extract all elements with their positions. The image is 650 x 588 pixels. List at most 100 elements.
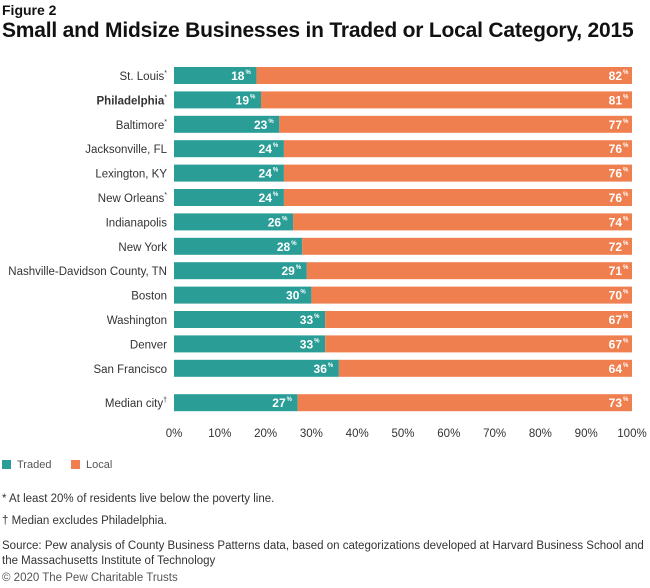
value-suffix-traded-indianapolis: % <box>282 216 288 222</box>
value-suffix-traded-denver: % <box>314 338 320 344</box>
bar-local-jacksonville-fl <box>283 140 632 158</box>
value-label-local-washington: 67 <box>609 313 623 327</box>
value-suffix-traded-new-york: % <box>291 241 297 247</box>
x-tick-label-6: 60% <box>437 428 460 440</box>
value-label-local-lexington-ky: 76 <box>609 167 623 181</box>
value-label-traded-boston: 30 <box>286 289 300 303</box>
value-suffix-local-philadelphia: % <box>623 94 629 100</box>
category-label-washington: Washington <box>107 315 167 327</box>
value-label-traded-washington: 33 <box>300 313 314 327</box>
category-label-lexington-ky: Lexington, KY <box>95 169 167 181</box>
chart-title: Small and Midsize Businesses in Traded o… <box>2 19 634 42</box>
value-label-traded-new-orleans: 24 <box>259 191 273 205</box>
value-suffix-traded-baltimore: % <box>268 119 274 125</box>
legend-label-traded: Traded <box>17 459 52 471</box>
footnote-median: † Median excludes Philadelphia. <box>2 515 167 527</box>
value-suffix-traded-boston: % <box>300 290 306 296</box>
value-label-traded-indianapolis: 26 <box>268 215 282 229</box>
legend-swatch-local <box>71 460 80 469</box>
value-suffix-local-median-city: % <box>623 397 629 403</box>
value-suffix-traded-lexington-ky: % <box>273 168 279 174</box>
bar-local-new-york <box>302 237 632 255</box>
bar-traded-new-orleans <box>174 189 284 206</box>
value-label-traded-st-louis: 18 <box>231 69 245 83</box>
value-suffix-traded-median-city: % <box>287 397 293 403</box>
value-suffix-local-lexington-ky: % <box>623 168 629 174</box>
bar-traded-median-city <box>174 394 298 412</box>
bar-traded-denver <box>174 335 326 353</box>
category-label-median-city: Median city† <box>105 397 167 410</box>
bar-traded-washington <box>174 311 326 328</box>
value-label-local-nashville-davidson-county-tn: 71 <box>609 264 623 278</box>
value-label-traded-median-city: 27 <box>272 396 286 410</box>
value-suffix-traded-philadelphia: % <box>250 94 256 100</box>
category-label-jacksonville-fl: Jacksonville, FL <box>85 144 167 156</box>
category-label-indianapolis: Indianapolis <box>106 217 168 229</box>
bar-traded-jacksonville-fl <box>174 140 284 158</box>
bar-traded-philadelphia <box>174 91 262 109</box>
x-tick-label-5: 50% <box>391 428 414 440</box>
value-suffix-local-new-york: % <box>623 241 629 247</box>
category-label-new-orleans: New Orleans* <box>98 192 167 205</box>
value-label-traded-jacksonville-fl: 24 <box>259 142 273 156</box>
value-label-traded-philadelphia: 19 <box>236 93 250 107</box>
value-suffix-local-boston: % <box>623 290 629 296</box>
bar-local-denver <box>325 335 632 353</box>
legend-item-local: Local <box>71 459 112 471</box>
bar-local-lexington-ky <box>283 164 632 182</box>
value-suffix-traded-nashville-davidson-county-tn: % <box>296 265 302 271</box>
value-suffix-local-denver: % <box>623 338 629 344</box>
value-suffix-traded-san-francisco: % <box>328 363 334 369</box>
value-label-local-denver: 67 <box>609 337 623 351</box>
category-label-st-louis: St. Louis* <box>120 70 168 83</box>
value-label-traded-nashville-davidson-county-tn: 29 <box>281 264 295 278</box>
x-tick-label-1: 10% <box>208 428 231 440</box>
value-label-local-philadelphia: 81 <box>609 93 623 107</box>
x-tick-label-4: 40% <box>346 428 369 440</box>
bar-local-washington <box>325 311 632 328</box>
bar-local-new-orleans <box>283 189 632 206</box>
value-label-local-baltimore: 77 <box>609 118 623 132</box>
value-suffix-local-st-louis: % <box>623 70 629 76</box>
category-label-nashville-davidson-county-tn: Nashville-Davidson County, TN <box>8 266 167 278</box>
value-suffix-local-new-orleans: % <box>623 192 629 198</box>
x-tick-label-10: 100% <box>617 428 646 440</box>
bar-local-philadelphia <box>261 91 632 109</box>
bar-traded-indianapolis <box>174 213 294 231</box>
value-suffix-local-indianapolis: % <box>623 216 629 222</box>
value-suffix-traded-jacksonville-fl: % <box>273 143 279 149</box>
legend-label-local: Local <box>86 459 113 471</box>
bar-local-baltimore <box>279 115 632 133</box>
bar-traded-nashville-davidson-county-tn <box>174 262 307 280</box>
x-tick-label-0: 0% <box>166 428 183 440</box>
value-label-local-boston: 70 <box>609 289 623 303</box>
stacked-bar-chart: St. Louis* 18% 82 %Philadelphia* 19% 81 %Balti… <box>8 67 647 440</box>
value-suffix-local-jacksonville-fl: % <box>623 143 629 149</box>
bar-traded-boston <box>174 286 312 304</box>
legend-item-traded: Traded <box>2 459 51 471</box>
value-suffix-local-baltimore: % <box>623 119 629 125</box>
bar-local-indianapolis <box>293 213 632 231</box>
value-suffix-local-san-francisco: % <box>623 363 629 369</box>
legend-swatch-traded <box>2 460 11 469</box>
value-label-local-st-louis: 82 <box>609 69 623 83</box>
category-label-philadelphia: Philadelphia* <box>97 94 168 107</box>
category-label-san-francisco: San Francisco <box>93 364 167 376</box>
value-label-traded-lexington-ky: 24 <box>259 167 273 181</box>
value-suffix-local-nashville-davidson-county-tn: % <box>623 265 629 271</box>
x-tick-label-7: 70% <box>483 428 506 440</box>
value-label-local-indianapolis: 74 <box>609 215 623 229</box>
value-label-traded-san-francisco: 36 <box>314 362 328 376</box>
value-label-local-jacksonville-fl: 76 <box>609 142 623 156</box>
value-label-traded-baltimore: 23 <box>254 118 268 132</box>
footnote-poverty: * At least 20% of residents live below t… <box>2 493 275 505</box>
bar-local-san-francisco <box>338 359 632 377</box>
category-label-baltimore: Baltimore* <box>116 119 168 132</box>
value-suffix-local-washington: % <box>623 314 629 320</box>
bar-traded-lexington-ky <box>174 164 284 182</box>
value-label-traded-new-york: 28 <box>277 240 291 254</box>
value-label-local-median-city: 73 <box>609 396 623 410</box>
category-label-boston: Boston <box>131 291 167 303</box>
category-label-new-york: New York <box>118 242 167 254</box>
category-label-denver: Denver <box>130 339 167 351</box>
